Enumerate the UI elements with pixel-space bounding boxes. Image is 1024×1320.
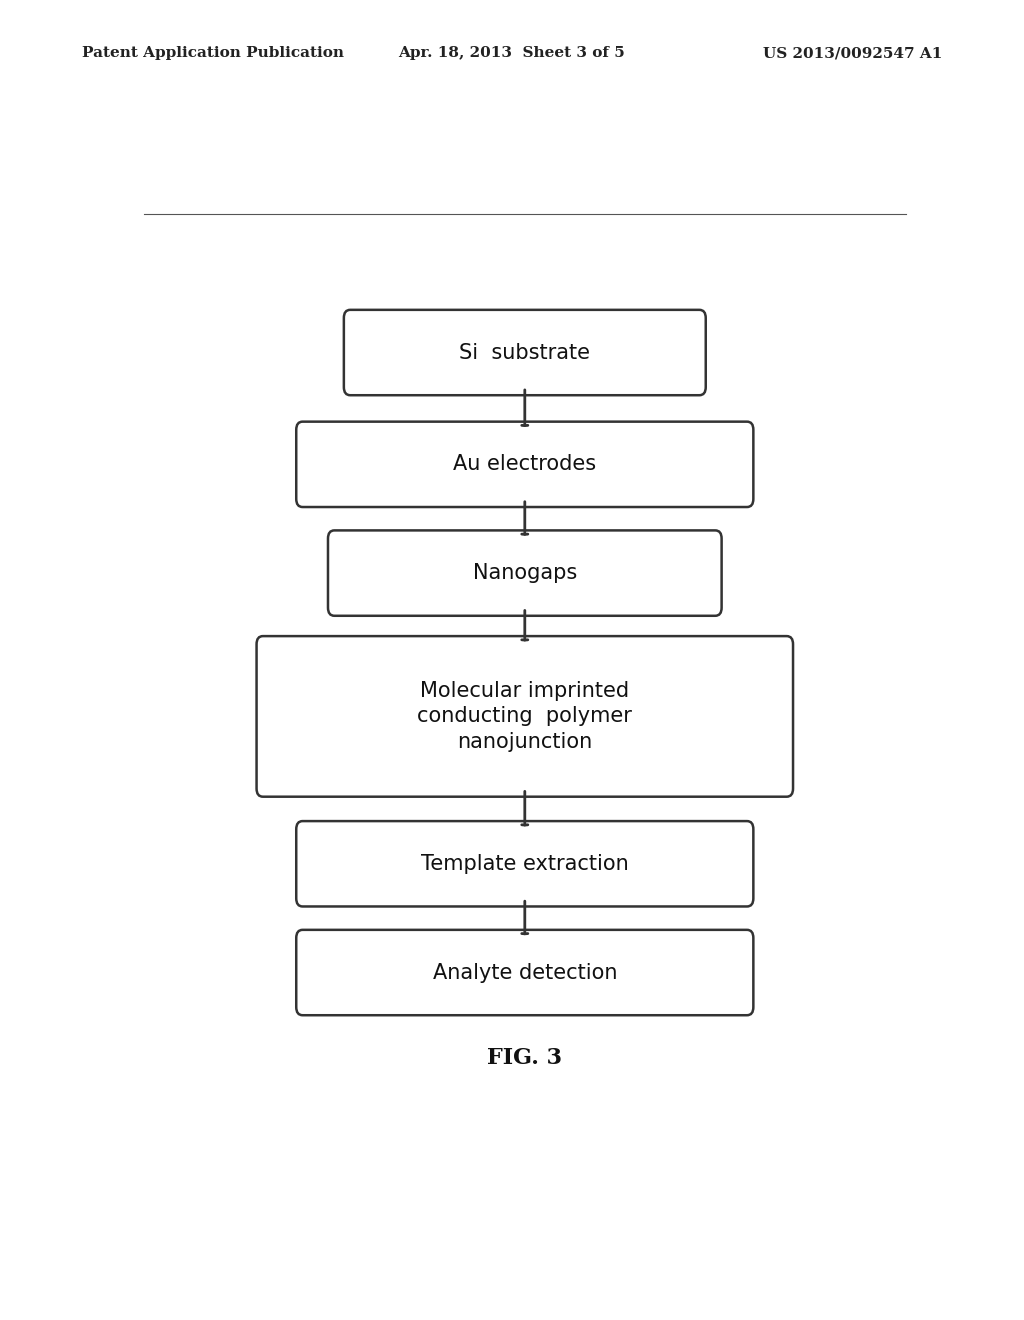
Text: Au electrodes: Au electrodes	[454, 454, 596, 474]
Text: Molecular imprinted
conducting  polymer
nanojunction: Molecular imprinted conducting polymer n…	[418, 681, 632, 752]
FancyBboxPatch shape	[257, 636, 793, 797]
Text: Si  substrate: Si substrate	[460, 342, 590, 363]
FancyBboxPatch shape	[344, 310, 706, 395]
Text: Patent Application Publication: Patent Application Publication	[82, 46, 344, 61]
Text: Nanogaps: Nanogaps	[473, 564, 577, 583]
Text: Analyte detection: Analyte detection	[432, 962, 617, 982]
FancyBboxPatch shape	[328, 531, 722, 615]
Text: Template extraction: Template extraction	[421, 854, 629, 874]
FancyBboxPatch shape	[296, 821, 754, 907]
Text: FIG. 3: FIG. 3	[487, 1047, 562, 1069]
Text: US 2013/0092547 A1: US 2013/0092547 A1	[763, 46, 942, 61]
FancyBboxPatch shape	[296, 421, 754, 507]
Text: Apr. 18, 2013  Sheet 3 of 5: Apr. 18, 2013 Sheet 3 of 5	[398, 46, 626, 61]
FancyBboxPatch shape	[296, 929, 754, 1015]
